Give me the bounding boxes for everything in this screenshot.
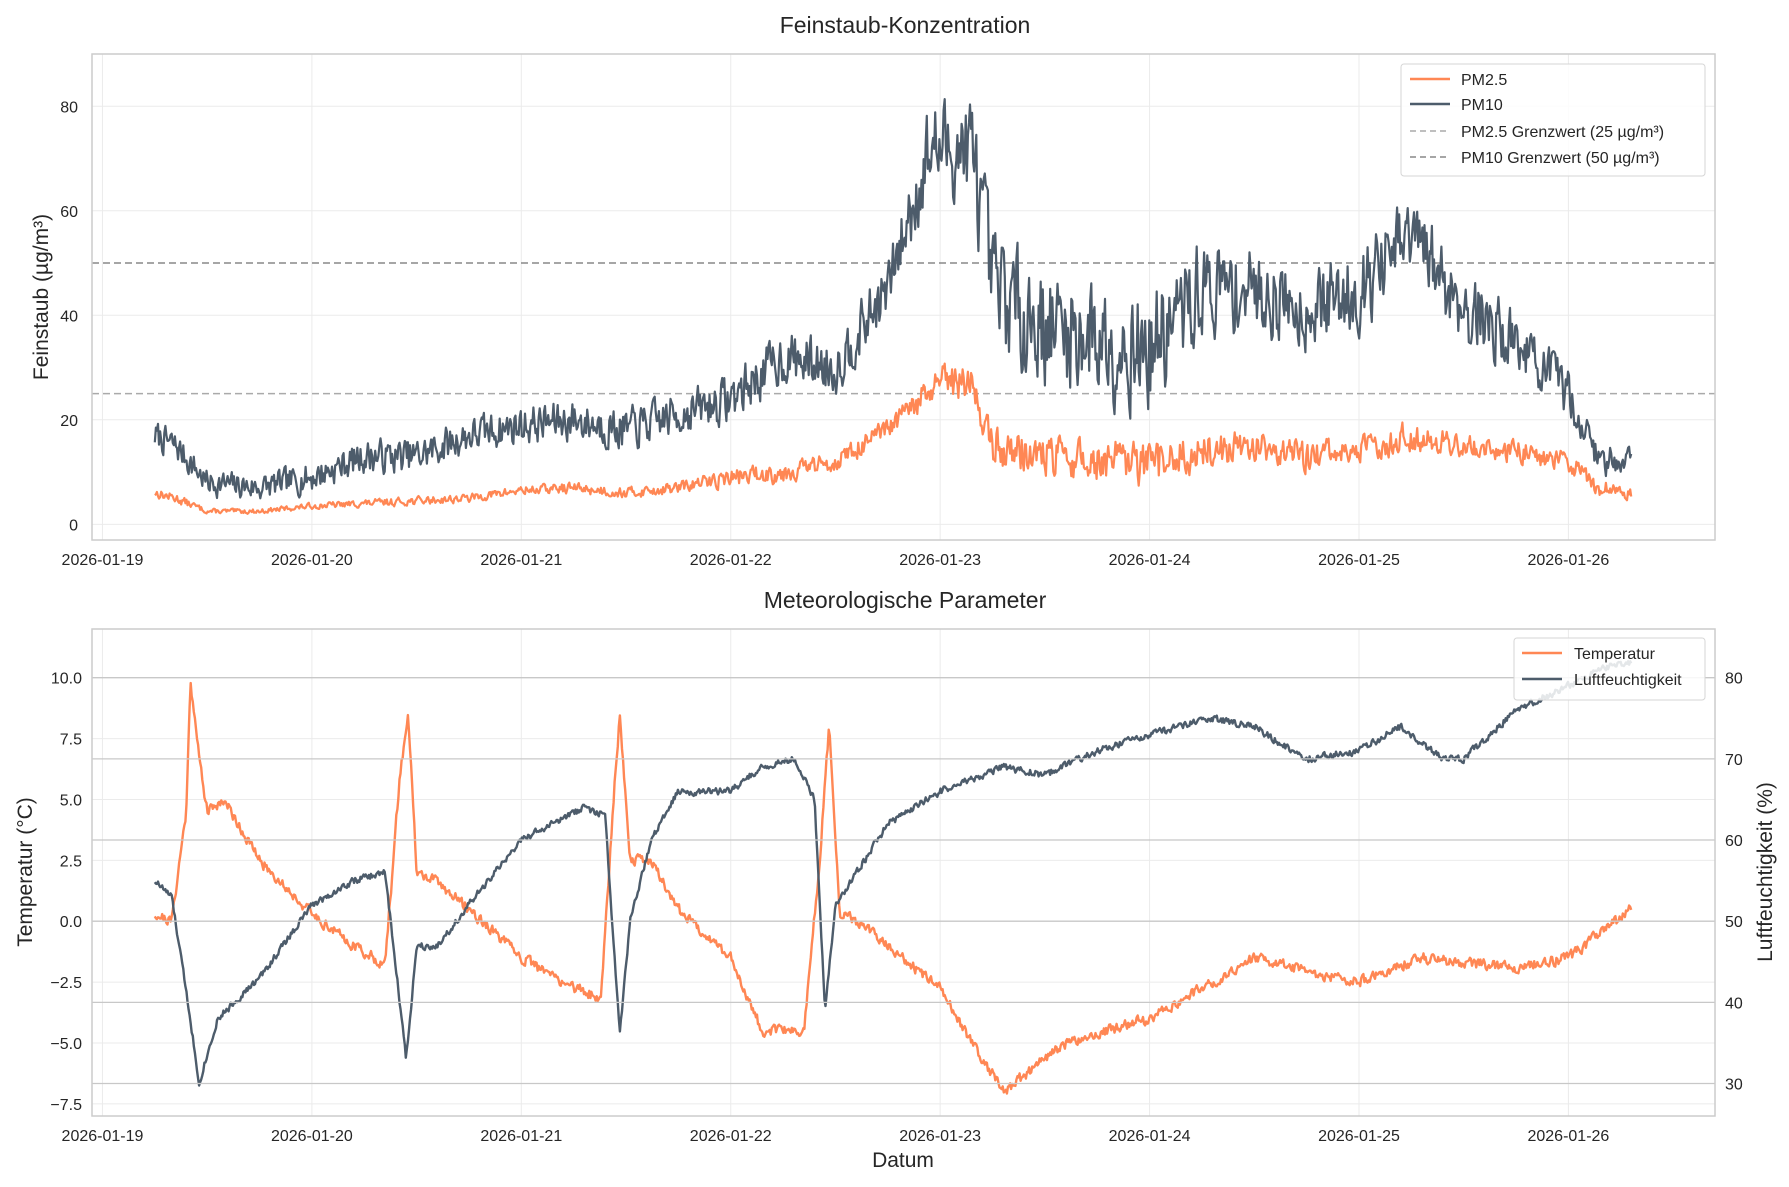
pm-y-tick-label: 60	[60, 204, 78, 221]
met-y-tick-label-left: −5.0	[50, 1036, 82, 1053]
met-legend-entry-temperature[interactable]: Temperatur	[1522, 646, 1656, 663]
met-y-tick-label-right: 70	[1725, 752, 1743, 769]
pm-y-axis-label: Feinstaub (µg/m³)	[30, 214, 53, 380]
met-y-tick-label-left: 0.0	[60, 914, 82, 931]
met-axes-frame	[91, 628, 1716, 1117]
pm-y-tick-label: 20	[60, 413, 78, 430]
met-x-tick-label: 2026-01-19	[62, 1128, 144, 1145]
pm-x-tick-label: 2026-01-21	[480, 552, 562, 569]
pm-y-tick-label: 0	[69, 517, 78, 534]
pm-legend-entry-pm10-limit[interactable]: PM10 Grenzwert (50 µg/m³)	[1410, 150, 1660, 167]
pm-chart-title: Feinstaub-Konzentration	[780, 12, 1031, 38]
met-y-tick-label-right: 30	[1725, 1077, 1743, 1094]
pm-x-tick-label: 2026-01-22	[690, 552, 772, 569]
met-legend-entry-humidity[interactable]: Luftfeuchtigkeit	[1522, 672, 1682, 689]
met-x-tick-labels: 2026-01-19 2026-01-20 2026-01-21 2026-01-22…	[62, 1128, 1610, 1145]
pm-gridlines	[92, 54, 1715, 540]
pm-x-tick-labels: 2026-01-19 2026-01-20 2026-01-21 2026-01-22…	[62, 552, 1610, 569]
met-y-tick-label-left: 10.0	[51, 671, 82, 688]
met-x-tick-label: 2026-01-20	[271, 1128, 353, 1145]
pm-legend-label-pm10-limit: PM10 Grenzwert (50 µg/m³)	[1461, 150, 1660, 167]
met-y-tick-labels-right: 30 40 50 60 70 80	[1725, 671, 1743, 1094]
pm-legend-entry-pm25[interactable]: PM2.5	[1410, 72, 1507, 89]
pm-x-tick-label: 2026-01-25	[1318, 552, 1400, 569]
pm-y-tick-label: 80	[60, 99, 78, 116]
pm-legend-label-pm25: PM2.5	[1461, 72, 1507, 89]
met-y-tick-label-right: 40	[1725, 995, 1743, 1012]
pm-y-tick-label: 40	[60, 308, 78, 325]
met-y-tick-label-right: 50	[1725, 914, 1743, 931]
met-chart-title: Meteorologische Parameter	[764, 587, 1047, 613]
pm-x-tick-label: 2026-01-24	[1109, 552, 1191, 569]
met-y-tick-label-right: 80	[1725, 671, 1743, 688]
met-legend-label-temperature: Temperatur	[1574, 646, 1656, 663]
met-y-axis-label-left: Temperatur (°C)	[14, 797, 37, 947]
humidity-line	[153, 660, 1633, 1087]
pm-legend-label-pm25-limit: PM2.5 Grenzwert (25 µg/m³)	[1461, 124, 1664, 141]
pm-x-tick-label: 2026-01-26	[1527, 552, 1609, 569]
met-x-axis-label: Datum	[872, 1149, 934, 1172]
pm-axes-frame	[91, 53, 1716, 541]
met-x-tick-label: 2026-01-21	[480, 1128, 562, 1145]
met-y-tick-label-left: −2.5	[50, 975, 82, 992]
met-plot-area	[92, 660, 1715, 1095]
met-x-tick-label: 2026-01-23	[899, 1128, 981, 1145]
met-chart: Meteorologische Parameter −7.5 −5.0 −2.5 0.…	[14, 587, 1777, 1172]
pm-legend-box	[1400, 63, 1706, 177]
pm-x-tick-label: 2026-01-23	[899, 552, 981, 569]
pm-legend-label-pm10: PM10	[1461, 97, 1503, 114]
met-legend-label-humidity: Luftfeuchtigkeit	[1574, 672, 1682, 689]
met-x-tick-label: 2026-01-22	[690, 1128, 772, 1145]
temperature-line	[153, 681, 1633, 1095]
pm-legend-entry-pm25-limit[interactable]: PM2.5 Grenzwert (25 µg/m³)	[1410, 124, 1664, 141]
met-x-tick-label: 2026-01-25	[1318, 1128, 1400, 1145]
met-y-tick-label-left: 7.5	[60, 732, 82, 749]
met-y-tick-label-left: 2.5	[60, 853, 82, 870]
pm-y-tick-labels: 0 20 40 60 80	[60, 99, 78, 534]
met-legend[interactable]: Temperatur Luftfeuchtigkeit	[1513, 637, 1706, 701]
pm25-line	[154, 362, 1633, 515]
pm-legend[interactable]: PM2.5 PM10 PM2.5 Grenzwert (25 µg/m³) PM…	[1400, 63, 1706, 177]
pm10-line	[153, 98, 1633, 500]
met-y-tick-label-right: 60	[1725, 833, 1743, 850]
met-y-axis-label-right: Luftfeuchtigkeit (%)	[1754, 782, 1777, 962]
met-y-tick-labels-left: −7.5 −5.0 −2.5 0.0 2.5 5.0 7.5 10.0	[50, 671, 82, 1114]
met-y-tick-label-left: 5.0	[60, 792, 82, 809]
pm-plot-area	[92, 98, 1715, 515]
met-x-tick-label: 2026-01-26	[1527, 1128, 1609, 1145]
met-y-tick-label-left: −7.5	[50, 1097, 82, 1114]
met-x-tick-label: 2026-01-24	[1109, 1128, 1191, 1145]
pm-legend-entry-pm10[interactable]: PM10	[1410, 97, 1503, 114]
pm-x-tick-label: 2026-01-19	[62, 552, 144, 569]
pm-chart: Feinstaub-Konzentration 0 20 40 60 80 2026-0…	[30, 12, 1716, 569]
pm-x-tick-label: 2026-01-20	[271, 552, 353, 569]
